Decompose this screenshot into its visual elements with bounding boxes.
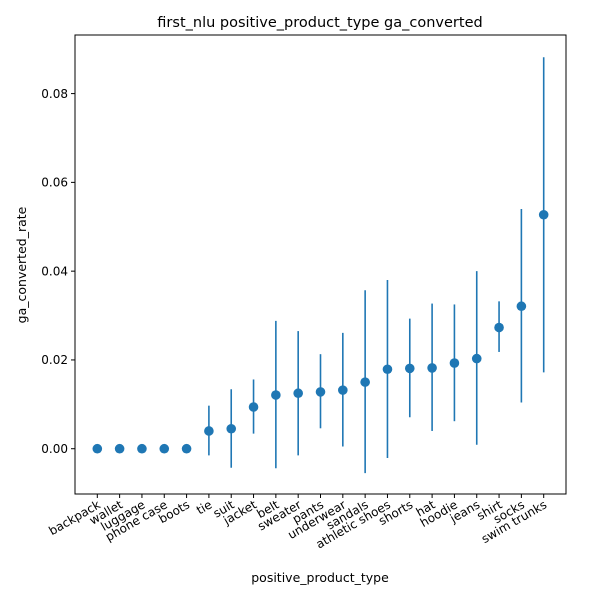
y-tick-label: 0.08: [41, 87, 68, 101]
data-point: [159, 443, 170, 454]
data-point: [471, 353, 482, 364]
y-tick-label: 0.04: [41, 264, 68, 278]
error-bars: [208, 57, 545, 474]
data-point: [382, 364, 393, 375]
y-axis: 0.00 0.02 0.04 0.06 0.08: [41, 87, 75, 456]
data-point: [114, 443, 125, 454]
y-tick-label: 0.06: [41, 176, 68, 190]
data-points: [92, 209, 549, 454]
data-point: [204, 426, 214, 436]
data-point: [181, 443, 192, 454]
data-point: [538, 209, 549, 220]
y-tick-label: 0.00: [41, 442, 68, 456]
data-point: [427, 363, 437, 373]
data-point: [360, 377, 370, 387]
chart-title: first_nlu positive_product_type ga_conve…: [157, 15, 482, 31]
data-point: [494, 322, 504, 333]
y-tick-label: 0.02: [41, 353, 68, 367]
data-point: [248, 402, 259, 412]
data-point: [293, 388, 303, 399]
data-point: [404, 363, 415, 374]
data-point: [92, 443, 103, 454]
data-point: [338, 385, 348, 395]
x-axis-label: positive_product_type: [251, 570, 389, 585]
y-axis-label: ga_converted_rate: [14, 206, 29, 323]
data-point: [449, 358, 460, 368]
data-point: [315, 387, 326, 397]
data-point: [516, 301, 527, 312]
x-tick-label: tie: [194, 497, 214, 517]
data-point: [137, 443, 147, 454]
data-point: [226, 423, 237, 434]
data-point: [271, 390, 281, 400]
